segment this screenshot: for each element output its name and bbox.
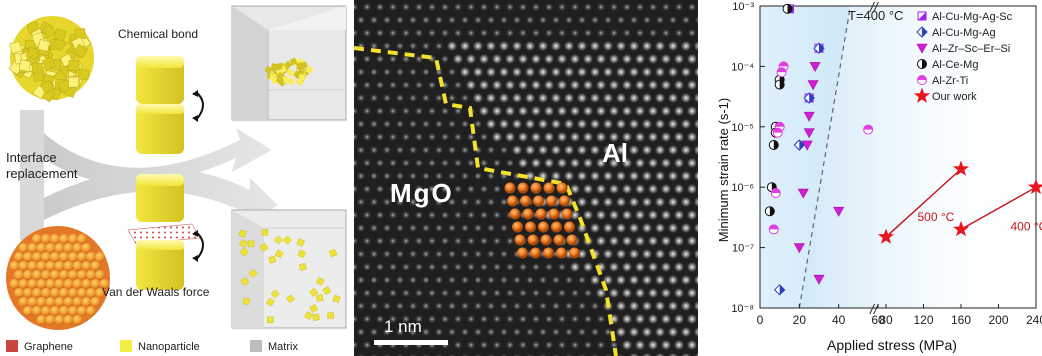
matrix-box-agglomerated-icon xyxy=(231,5,347,121)
legend-marker xyxy=(917,59,927,69)
legend-marker xyxy=(917,11,927,21)
legend-label: Al-Cu-Mg-Ag-Sc xyxy=(932,11,1013,23)
temperature-annotation: T=400 °C xyxy=(848,8,903,23)
data-point xyxy=(863,124,874,135)
x-tick-label: 0 xyxy=(757,313,764,327)
data-point xyxy=(774,79,785,90)
interface-atoms-overlay xyxy=(504,182,580,259)
y-tick-label: 10⁻⁶ xyxy=(731,182,754,194)
legend-label: Al-Zr-Ti xyxy=(932,75,968,87)
data-point xyxy=(803,111,815,122)
chemical-bond-label: Chemical bond xyxy=(118,27,198,41)
legend-label-nanoparticle: Nanoparticle xyxy=(138,341,200,353)
process-arrow-bottom xyxy=(30,168,278,228)
legend-swatch-graphene xyxy=(6,340,18,352)
y-tick-label: 10⁻⁷ xyxy=(732,243,754,255)
interface-arrow-stem xyxy=(20,110,44,240)
vdw-force-label: Van der Waals force xyxy=(102,285,210,299)
rotate-arrow-icon xyxy=(195,91,204,121)
data-point xyxy=(877,228,895,244)
x-axis-label: Applied stress (MPa) xyxy=(827,337,957,353)
data-point xyxy=(952,160,970,176)
trend-line-label: 400 °C xyxy=(1011,219,1042,233)
tem-svg: MgO Al 1 nm xyxy=(354,0,698,356)
data-point xyxy=(782,3,793,14)
data-point xyxy=(768,224,779,235)
data-point xyxy=(764,206,775,217)
x-tick-label: 240 xyxy=(1026,313,1042,327)
interface-boundary-line xyxy=(354,46,618,356)
axis-break-mark: // xyxy=(869,0,880,15)
y-tick-label: 10⁻⁴ xyxy=(731,61,754,73)
matrix-box-dispersed-icon xyxy=(231,209,347,329)
region-right-shade xyxy=(799,6,1036,308)
legend-label: Our work xyxy=(932,91,977,103)
legend-label: Al–Zr–Sc–Er–Si xyxy=(932,43,1010,55)
legend-label-matrix: Matrix xyxy=(268,341,298,353)
interface-label-line1: Interface xyxy=(6,150,57,165)
legend-swatch-matrix xyxy=(250,340,262,352)
schematic-svg: Chemical bond Interface replacement Van … xyxy=(6,5,347,353)
our-work-trend-line xyxy=(960,186,1037,231)
scale-bar xyxy=(374,340,448,345)
data-point xyxy=(772,127,783,138)
legend-swatch-nanoparticle xyxy=(120,340,132,352)
our-work-trend-line xyxy=(885,168,962,238)
x-tick-label: 80 xyxy=(879,313,893,327)
data-point xyxy=(809,62,821,73)
legend-marker xyxy=(913,87,931,103)
process-arrow-top xyxy=(30,128,272,185)
schematic-legend: Graphene Nanoparticle Matrix xyxy=(6,340,298,353)
legend-label-graphene: Graphene xyxy=(24,341,73,353)
x-tick-label: 40 xyxy=(832,313,846,327)
rotate-arrow-icon-2 xyxy=(195,231,204,261)
graphene-coated-particle-icon xyxy=(6,226,110,330)
x-tick-label: 200 xyxy=(988,313,1008,327)
data-point xyxy=(807,80,819,91)
y-axis-label: Minimum strain rate (s-1) xyxy=(716,98,731,242)
x-tick-label: 20 xyxy=(793,313,807,327)
data-point xyxy=(813,274,825,285)
data-point xyxy=(773,284,786,296)
data-point xyxy=(803,128,815,139)
data-point xyxy=(952,220,970,237)
threshold-dashed-line xyxy=(798,5,852,309)
data-point xyxy=(793,243,805,254)
scale-bar-label: 1 nm xyxy=(384,317,422,336)
data-point xyxy=(797,188,809,199)
nanoparticle-cluster-icon xyxy=(8,16,94,103)
mgo-label: MgO xyxy=(390,178,454,208)
data-point xyxy=(833,206,845,217)
bonded-cubes-icon xyxy=(136,56,184,154)
y-tick-label: 10⁻³ xyxy=(732,1,754,13)
plot-frame xyxy=(759,5,1037,309)
tem-image-panel: MgO Al 1 nm xyxy=(354,0,698,356)
axis-break-mark: // xyxy=(869,301,880,317)
trend-line-label: 500 °C xyxy=(918,210,955,224)
data-point xyxy=(803,92,815,104)
data-point xyxy=(1027,178,1042,195)
legend-marker xyxy=(917,75,927,85)
y-tick-label: 10⁻⁵ xyxy=(731,122,754,134)
graphene-separated-cubes-icon xyxy=(127,174,201,290)
legend-marker xyxy=(916,43,928,54)
data-point xyxy=(776,67,787,78)
x-tick-label: 160 xyxy=(951,313,971,327)
x-tick-label: 60 xyxy=(871,313,885,327)
data-point xyxy=(770,188,781,199)
x-tick-label: 120 xyxy=(913,313,933,327)
data-point xyxy=(813,42,825,54)
data-point xyxy=(793,139,806,151)
schematic-panel: Chemical bond Interface replacement Van … xyxy=(0,0,352,356)
data-point xyxy=(768,139,779,150)
legend-label: Al-Cu-Mg-Ag xyxy=(932,27,996,39)
legend-marker xyxy=(916,26,928,38)
al-label: Al xyxy=(602,138,628,168)
y-tick-label: 10⁻⁸ xyxy=(731,303,754,315)
data-point xyxy=(801,140,813,151)
legend-label: Al-Ce-Mg xyxy=(932,59,978,71)
interface-label-line2: replacement xyxy=(6,166,78,181)
